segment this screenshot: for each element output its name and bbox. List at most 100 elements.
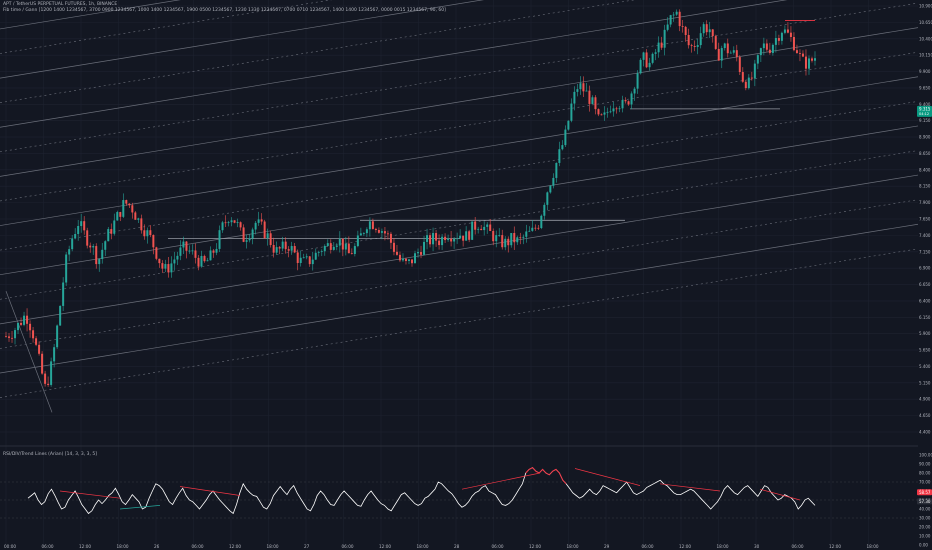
candle-body [104,241,107,250]
candle-body [639,59,642,74]
time-axis[interactable]: 00:00 06:00 12:00 18:00 26 06:00 12:00 18:00 27 0… [4,544,879,549]
candle-body [615,108,618,110]
time-tick-label: 06:00 [342,544,354,549]
candle-body [741,72,744,82]
channel-dashed-line [0,2,919,153]
candle-body [398,254,401,261]
candle-body [780,32,783,41]
candle-body [465,231,468,241]
candle-body [732,50,735,53]
divergence-line [659,483,721,492]
candle-body [471,221,474,240]
channel-dashed-line [0,0,636,103]
rsi-tick-label: 30.00 [919,516,931,521]
candle-body [353,246,356,254]
candle-body [693,45,696,47]
candle-body [38,344,41,354]
candle-body [83,221,86,231]
time-tick-label: 18:00 [717,544,729,549]
candle-body [65,254,68,283]
candle-body [68,249,71,255]
candle-body [609,111,612,113]
candle-body [627,101,630,105]
candle-body [128,203,131,206]
candle-body [71,238,74,250]
candle-body [296,252,299,263]
candle-body [335,245,338,247]
candle-body [311,259,314,265]
channel-dashed-line [0,51,919,202]
price-tick-label: 5.150 [919,380,931,385]
time-tick-label: 18:00 [867,544,879,549]
candle-body [450,238,453,242]
candle-body [648,62,651,68]
candle-body [474,221,477,230]
candle-body [284,241,287,250]
candle-body [708,29,711,33]
candle-body [814,58,816,61]
rsi-tick-label: 0.00 [919,543,928,548]
time-tick-label: 29 [604,544,610,549]
candle-body [362,233,365,234]
candle-body [735,50,738,58]
rsi-pane [0,466,918,519]
candle-body [777,38,780,41]
candle-body [507,238,510,246]
candle-body [576,89,579,92]
candle-body [558,149,561,163]
candle-body [149,230,152,236]
candle-body [462,235,465,241]
candle-body [798,53,801,54]
candle-body [26,315,29,324]
fib-time-line [5,290,53,413]
price-tick-label: 6.900 [919,266,931,271]
candle-body [179,247,182,256]
candles[interactable] [5,9,816,387]
candle-body [323,245,326,252]
candle-body [654,52,657,54]
rsi-axis[interactable]: 100.0090.0080.0070.0060.0050.0040.0030.0… [917,453,932,548]
candle-body [441,236,444,246]
candle-body [272,245,275,253]
price-axis[interactable]: 10.90010.65010.40010.1509.9009.6509.4009… [917,4,932,435]
candle-body [263,221,266,238]
channel-dashed-line [0,199,919,349]
rsi-overbought-segment [525,466,567,485]
price-tick-label: 9.650 [919,85,931,90]
price-tick-label: 10.400 [919,36,932,41]
candle-body [636,73,639,89]
candle-body [152,235,155,248]
candle-body [173,259,176,264]
candle-body [516,237,519,243]
candle-body [176,255,179,260]
candle-body [116,212,119,221]
candle-body [477,228,480,230]
candle-body [248,238,251,241]
time-tick-label: 30 [754,544,760,549]
candle-body [426,235,429,242]
candle-body [242,227,245,242]
candle-body [729,52,732,54]
candle-body [420,252,423,255]
candle-body [783,29,786,33]
candle-body [630,93,633,105]
candle-body [326,243,329,246]
candle-body [606,111,609,113]
time-tick-label: 18:00 [267,544,279,549]
rsi-tick-label: 20.00 [919,525,931,530]
candle-body [621,100,624,109]
candle-body [245,240,248,242]
candle-body [534,227,537,229]
candle-body [675,11,678,15]
candle-body [182,241,185,248]
horizontal-levels [168,20,815,240]
candle-body [699,33,702,46]
candle-body [792,37,795,51]
rsi-indicator-legend: RSI/DIV/Trend Lines (Arian) [14, 3, 3, 3… [3,452,97,457]
price-tick-label: 10.650 [919,20,932,25]
candle-body [498,235,501,236]
candle-body [591,97,594,104]
candle-body [561,145,564,150]
candle-body [59,305,62,326]
divergence-line [179,486,241,496]
